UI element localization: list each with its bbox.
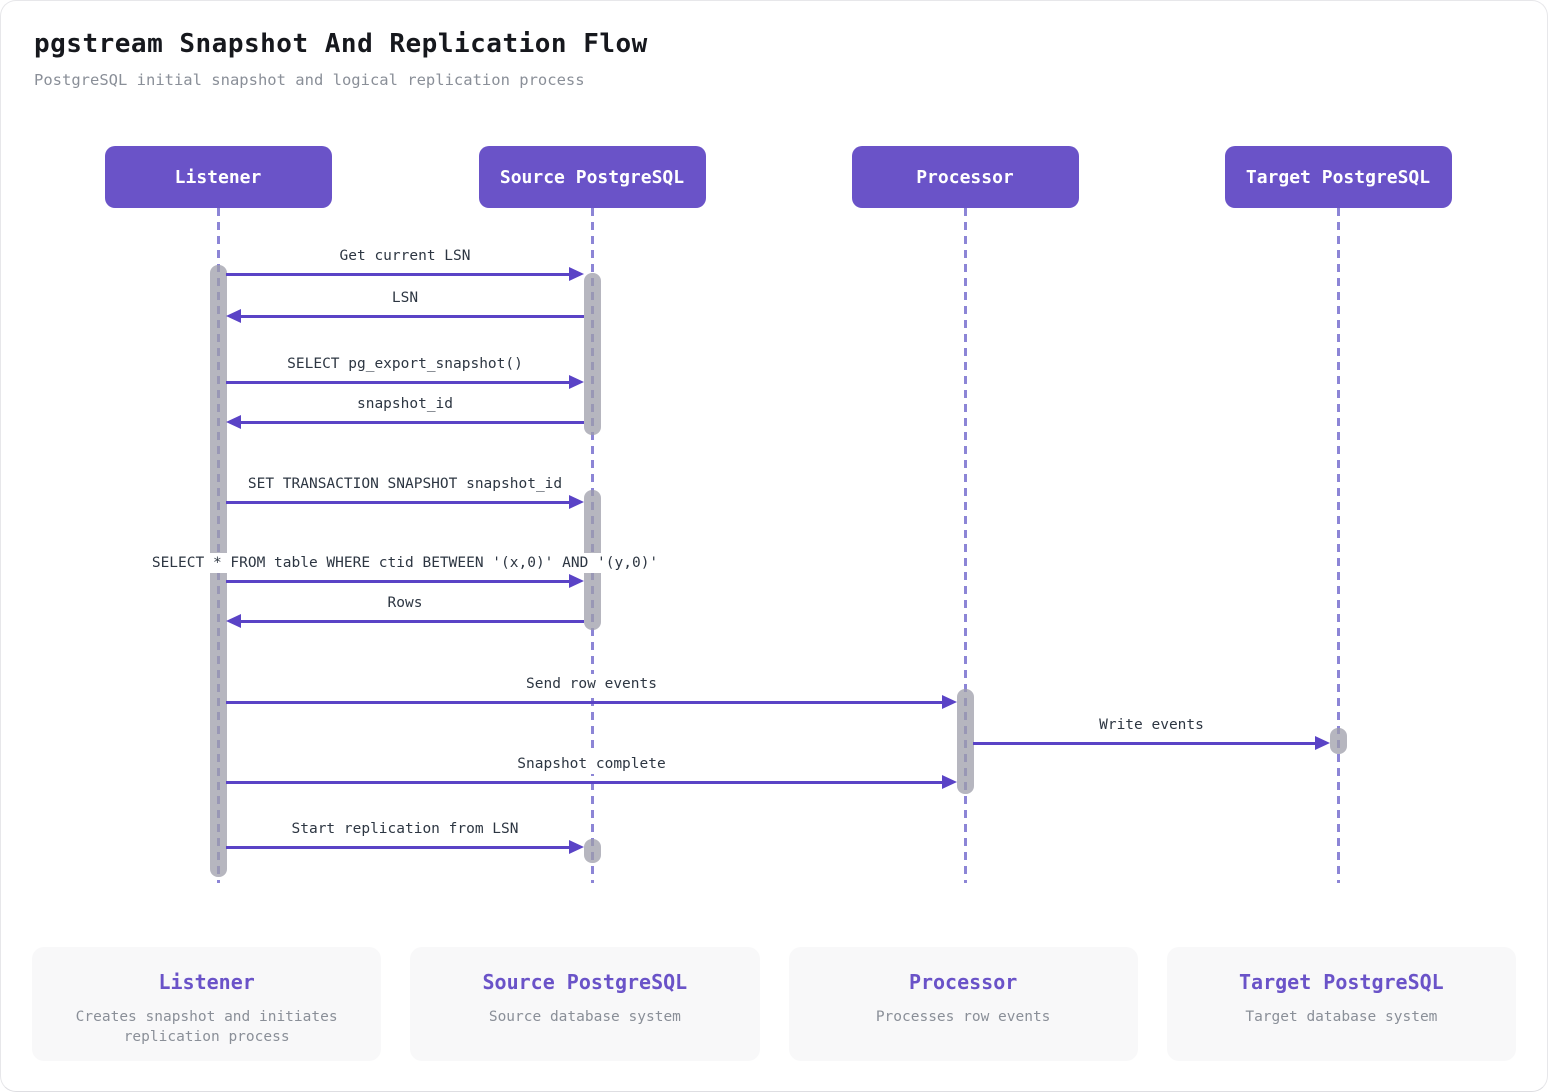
legend-card-title: Target PostgreSQL [1239,970,1444,994]
message-line [226,380,571,384]
message-label: SELECT pg_export_snapshot() [279,354,531,374]
message-line [226,700,944,704]
message-label: Write events [1091,715,1212,735]
legend-card-description: Source database system [488,1009,681,1025]
message-arrowhead [569,495,584,509]
legend-card-source-postgresql: Source PostgreSQL Source database system [410,947,760,1061]
message-label: Send row events [518,674,665,694]
message-line [973,741,1317,745]
page-title: pgstream Snapshot And Replication Flow [34,29,648,59]
legend-card-description: Creates snapshot and initiates replicati… [75,1009,338,1045]
legend-card-title: Source PostgreSQL [482,970,688,994]
actor-source: Source PostgreSQL [478,146,706,208]
message-arrowhead [1315,736,1330,750]
message-arrowhead [569,574,584,588]
message-arrowhead [569,840,584,854]
legend-row: Listener Creates snapshot and initiates … [32,947,1516,1061]
message-arrowhead [226,415,241,429]
legend-card-listener: Listener Creates snapshot and initiates … [32,947,382,1061]
message-arrowhead [226,309,241,323]
page-subtitle: PostgreSQL initial snapshot and logical … [34,71,585,89]
message-label: snapshot_id [348,394,462,414]
message-label: Rows [379,593,431,613]
message-label: Snapshot complete [509,754,674,774]
actor-listener: Listener [104,146,332,208]
activation-target [1329,728,1347,754]
legend-card-title: Processor [908,970,1018,994]
message-line [226,845,571,849]
message-label: Get current LSN [331,246,479,266]
message-line [226,780,944,784]
message-label: SET TRANSACTION SNAPSHOT snapshot_id [239,474,571,494]
legend-card-target-postgresql: Target PostgreSQL Target database system [1166,947,1516,1061]
activation-processor [956,689,974,794]
message-line [239,619,584,623]
legend-card-description: Target database system [1245,1009,1438,1025]
message-line [226,272,571,276]
lifeline-target [1336,208,1340,883]
message-arrowhead [569,267,584,281]
message-arrowhead [569,375,584,389]
actor-target: Target PostgreSQL [1224,146,1452,208]
message-line [226,500,571,504]
message-line [239,420,584,424]
message-arrowhead [226,614,241,628]
message-label: SELECT * FROM table WHERE ctid BETWEEN '… [143,553,667,573]
legend-card-processor: Processor Processes row events [788,947,1138,1061]
message-line [226,579,571,583]
activation-source [583,839,601,863]
message-arrowhead [942,695,957,709]
message-label: Start replication from LSN [283,819,527,839]
legend-card-description: Processes row events [875,1009,1051,1025]
diagram-header: pgstream Snapshot And Replication Flow P… [34,29,648,89]
legend-card-title: Listener [158,970,255,994]
message-label: LSN [383,288,427,308]
lifeline-processor [963,208,967,883]
actor-processor: Processor [851,146,1079,208]
activation-source [583,273,601,435]
message-line [239,314,584,318]
message-arrowhead [942,775,957,789]
